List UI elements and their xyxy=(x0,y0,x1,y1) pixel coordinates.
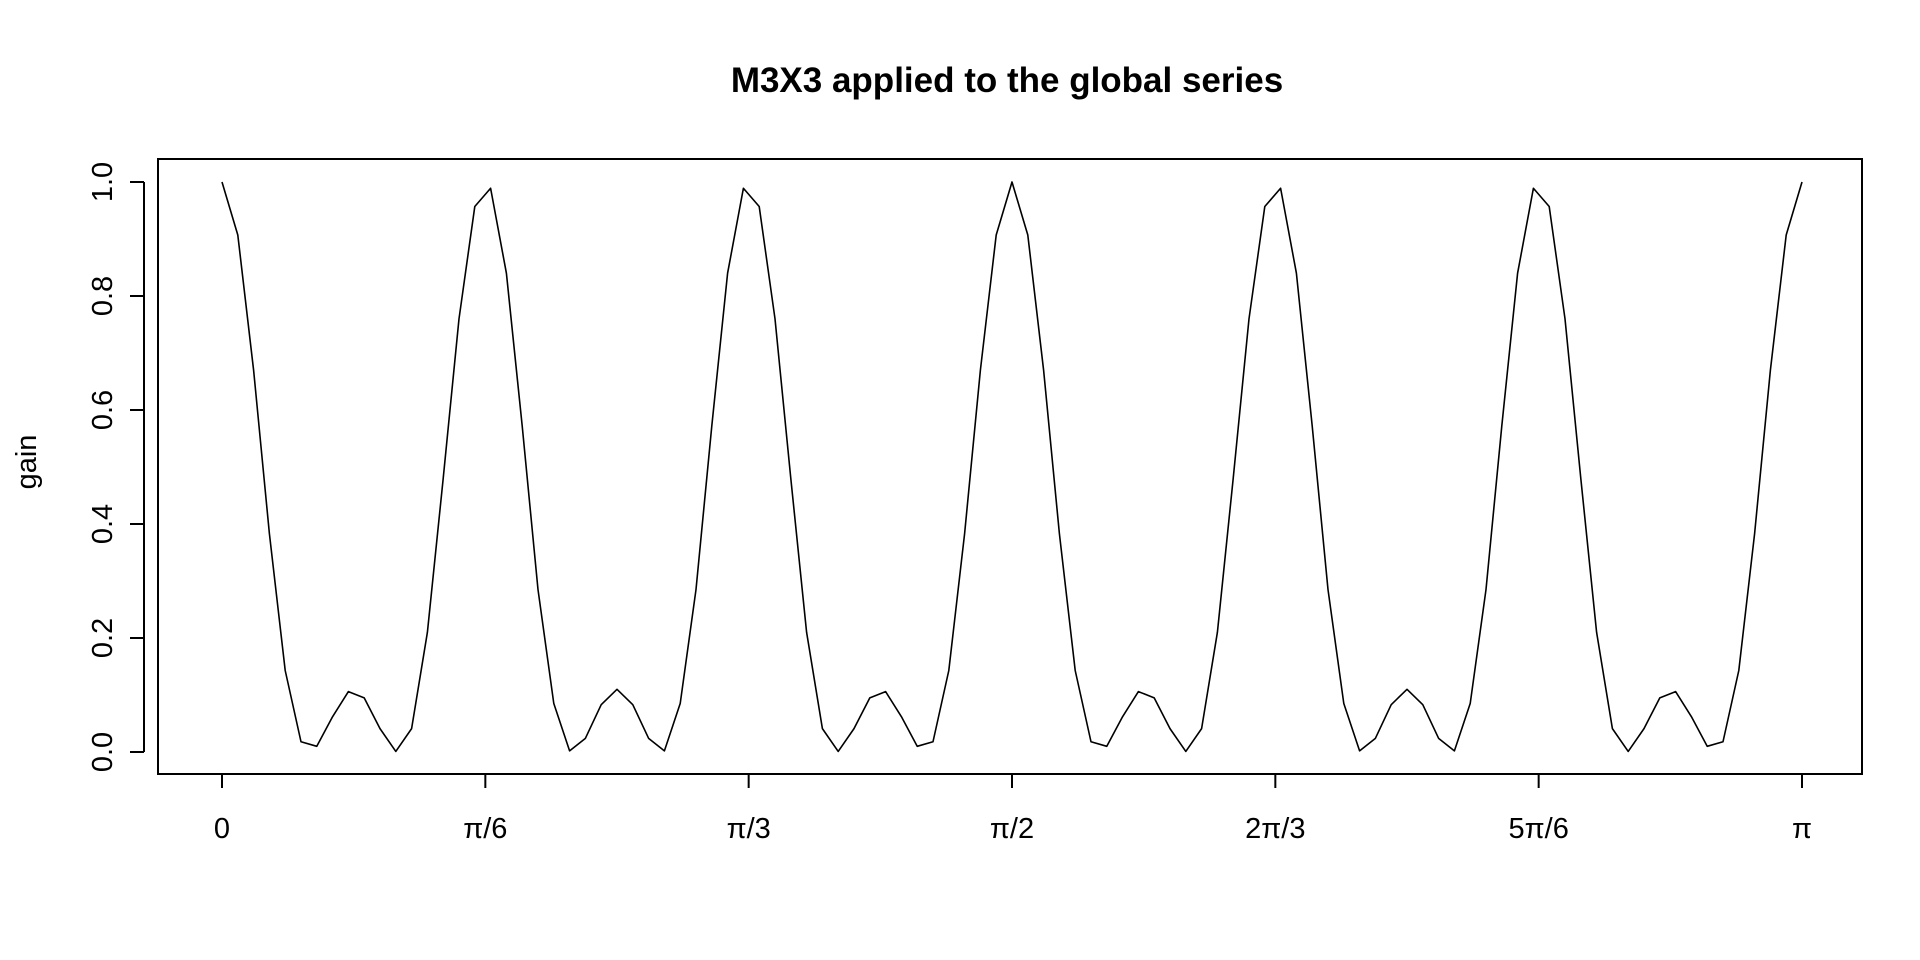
x-tick-label-4: 2π/3 xyxy=(1245,813,1305,845)
chart-title: M3X3 applied to the global series xyxy=(731,61,1283,100)
x-tick-label-0: 0 xyxy=(214,813,230,845)
y-tick-label-5: 1.0 xyxy=(87,162,119,202)
y-tick-label-2: 0.4 xyxy=(87,504,119,544)
series-line-gain xyxy=(221,181,1803,753)
x-tick-label-6: π xyxy=(1792,813,1812,845)
x-tick-label-3: π/2 xyxy=(990,813,1034,845)
x-tick-label-5: 5π/6 xyxy=(1509,813,1569,845)
y-axis-label: gain xyxy=(11,435,43,490)
y-tick-label-4: 0.8 xyxy=(87,276,119,316)
y-tick-label-3: 0.6 xyxy=(87,390,119,430)
x-tick-label-1: π/6 xyxy=(463,813,507,845)
plot-frame xyxy=(157,158,1863,775)
x-tick-label-2: π/3 xyxy=(727,813,771,845)
y-tick-label-0: 0.0 xyxy=(87,732,119,772)
y-tick-label-1: 0.2 xyxy=(87,618,119,658)
x-axis: 0 π/6 π/3 π/2 2π/3 5π/6 π xyxy=(214,774,1812,845)
y-axis: 0.0 0.2 0.4 0.6 0.8 1.0 xyxy=(87,162,145,772)
